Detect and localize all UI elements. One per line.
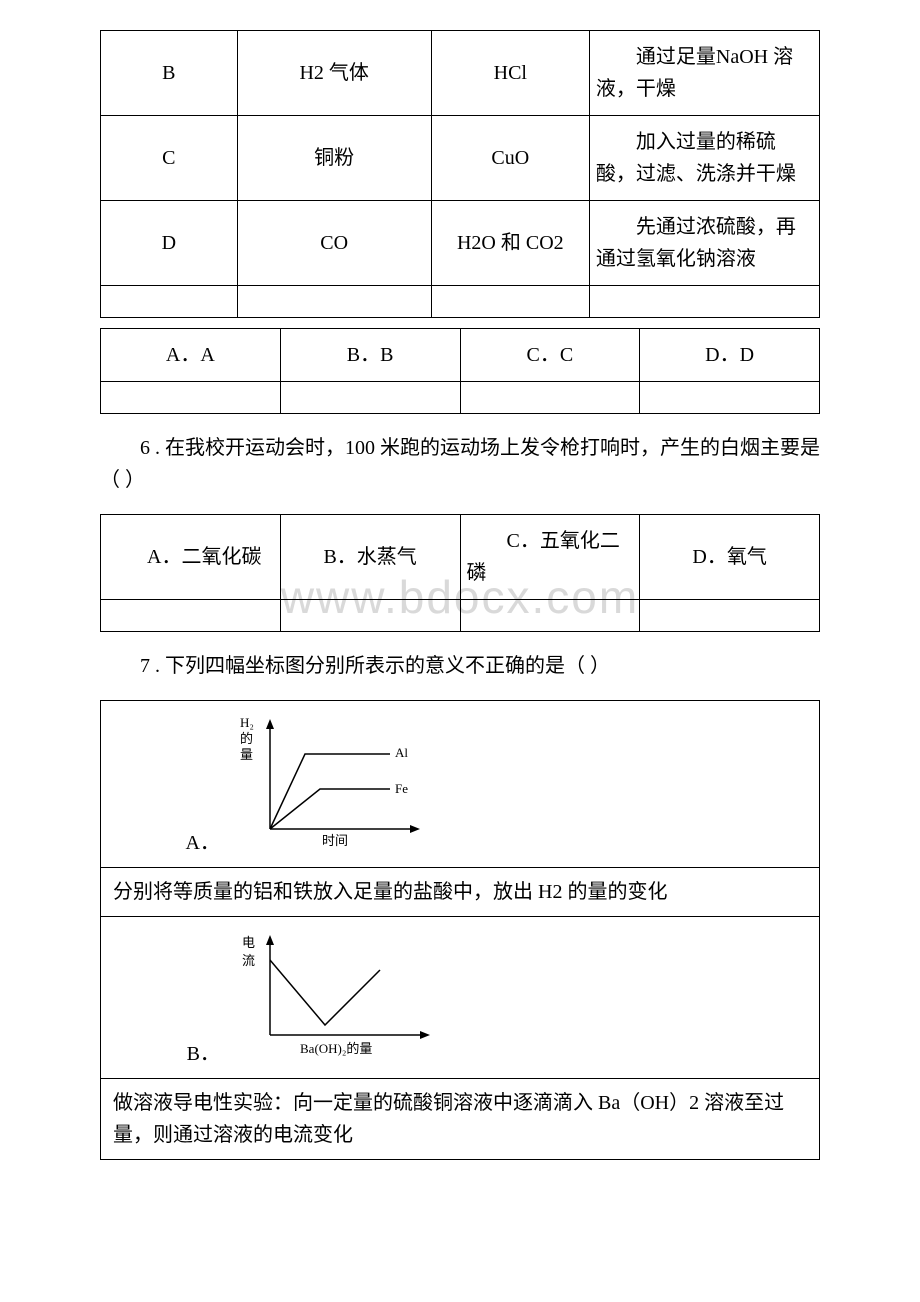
chart-b-cell: 电 流 Ba(OH)₂的量: [230, 917, 820, 1079]
x-axis-label: Ba(OH)₂的量: [300, 1041, 372, 1056]
option-a: A．二氧化碳: [101, 515, 281, 600]
q6-options-table: A．二氧化碳 B．水蒸气 C．五氧化二磷 D．氧气: [100, 514, 820, 632]
chart-a-svg: Al Fe H₂ 的 量 时间: [240, 709, 450, 849]
svg-text:的: 的: [240, 731, 253, 746]
table-row: B H2 气体 HCl 通过足量NaOH 溶液，干燥: [101, 31, 820, 116]
option-c: C．C: [460, 329, 640, 382]
option-d: D．D: [640, 329, 820, 382]
svg-text:量: 量: [240, 747, 253, 762]
table-row: A．二氧化碳 B．水蒸气 C．五氧化二磷 D．氧气: [101, 515, 820, 600]
row-substance: H2 气体: [237, 31, 431, 116]
q7-charts-table: A． Al Fe H₂ 的 量 时间 分别将等质量的铝和铁放入足量的盐酸中，放出…: [100, 700, 820, 1160]
option-d: D．氧气: [640, 515, 820, 600]
row-substance: 铜粉: [237, 116, 431, 201]
chart-b-description: 做溶液导电性实验：向一定量的硫酸铜溶液中逐滴滴入 Ba（OH）2 溶液至过量，则…: [101, 1079, 820, 1160]
x-axis-label: 时间: [322, 833, 348, 848]
question-7-text: 7 . 下列四幅坐标图分别所表示的意义不正确的是（ ）: [100, 650, 820, 682]
purification-table: B H2 气体 HCl 通过足量NaOH 溶液，干燥 C 铜粉 CuO 加入过量…: [100, 30, 820, 318]
chart-b-svg: 电 流 Ba(OH)₂的量: [240, 925, 470, 1060]
chart-a-desc-row: 分别将等质量的铝和铁放入足量的盐酸中，放出 H2 的量的变化: [101, 868, 820, 917]
table-row: A．A B．B C．C D．D: [101, 329, 820, 382]
option-a: A．A: [101, 329, 281, 382]
row-impurity: CuO: [431, 116, 589, 201]
table-row: D CO H2O 和 CO2 先通过浓硫酸，再通过氢氧化钠溶液: [101, 201, 820, 286]
option-c: C．五氧化二磷: [460, 515, 640, 600]
row-impurity: HCl: [431, 31, 589, 116]
table-empty-row: [101, 600, 820, 632]
row-substance: CO: [237, 201, 431, 286]
series-al-label: Al: [395, 745, 408, 760]
chart-b-row: B． 电 流 Ba(OH)₂的量: [101, 917, 820, 1079]
svg-text:H₂: H₂: [240, 715, 254, 730]
answer-options-table: A．A B．B C．C D．D: [100, 328, 820, 414]
chart-a-description: 分别将等质量的铝和铁放入足量的盐酸中，放出 H2 的量的变化: [101, 868, 820, 917]
chart-b-label: B．: [101, 917, 230, 1079]
chart-a-label: A．: [101, 701, 230, 868]
row-label: C: [101, 116, 238, 201]
row-impurity: H2O 和 CO2: [431, 201, 589, 286]
table-empty-row: [101, 382, 820, 414]
table-empty-row: [101, 286, 820, 318]
chart-a-cell: Al Fe H₂ 的 量 时间: [230, 701, 820, 868]
svg-text:流: 流: [242, 953, 255, 968]
row-method: 通过足量NaOH 溶液，干燥: [589, 31, 819, 116]
chart-a-row: A． Al Fe H₂ 的 量 时间: [101, 701, 820, 868]
option-b: B．水蒸气: [280, 515, 460, 600]
row-label: B: [101, 31, 238, 116]
option-b: B．B: [280, 329, 460, 382]
svg-text:电: 电: [242, 935, 255, 950]
table-row: C 铜粉 CuO 加入过量的稀硫酸，过滤、洗涤并干燥: [101, 116, 820, 201]
series-fe-label: Fe: [395, 781, 408, 796]
row-method: 先通过浓硫酸，再通过氢氧化钠溶液: [589, 201, 819, 286]
chart-b-desc-row: 做溶液导电性实验：向一定量的硫酸铜溶液中逐滴滴入 Ba（OH）2 溶液至过量，则…: [101, 1079, 820, 1160]
row-method: 加入过量的稀硫酸，过滤、洗涤并干燥: [589, 116, 819, 201]
question-6-text: 6 . 在我校开运动会时，100 米跑的运动场上发令枪打响时，产生的白烟主要是（…: [100, 432, 820, 496]
row-label: D: [101, 201, 238, 286]
